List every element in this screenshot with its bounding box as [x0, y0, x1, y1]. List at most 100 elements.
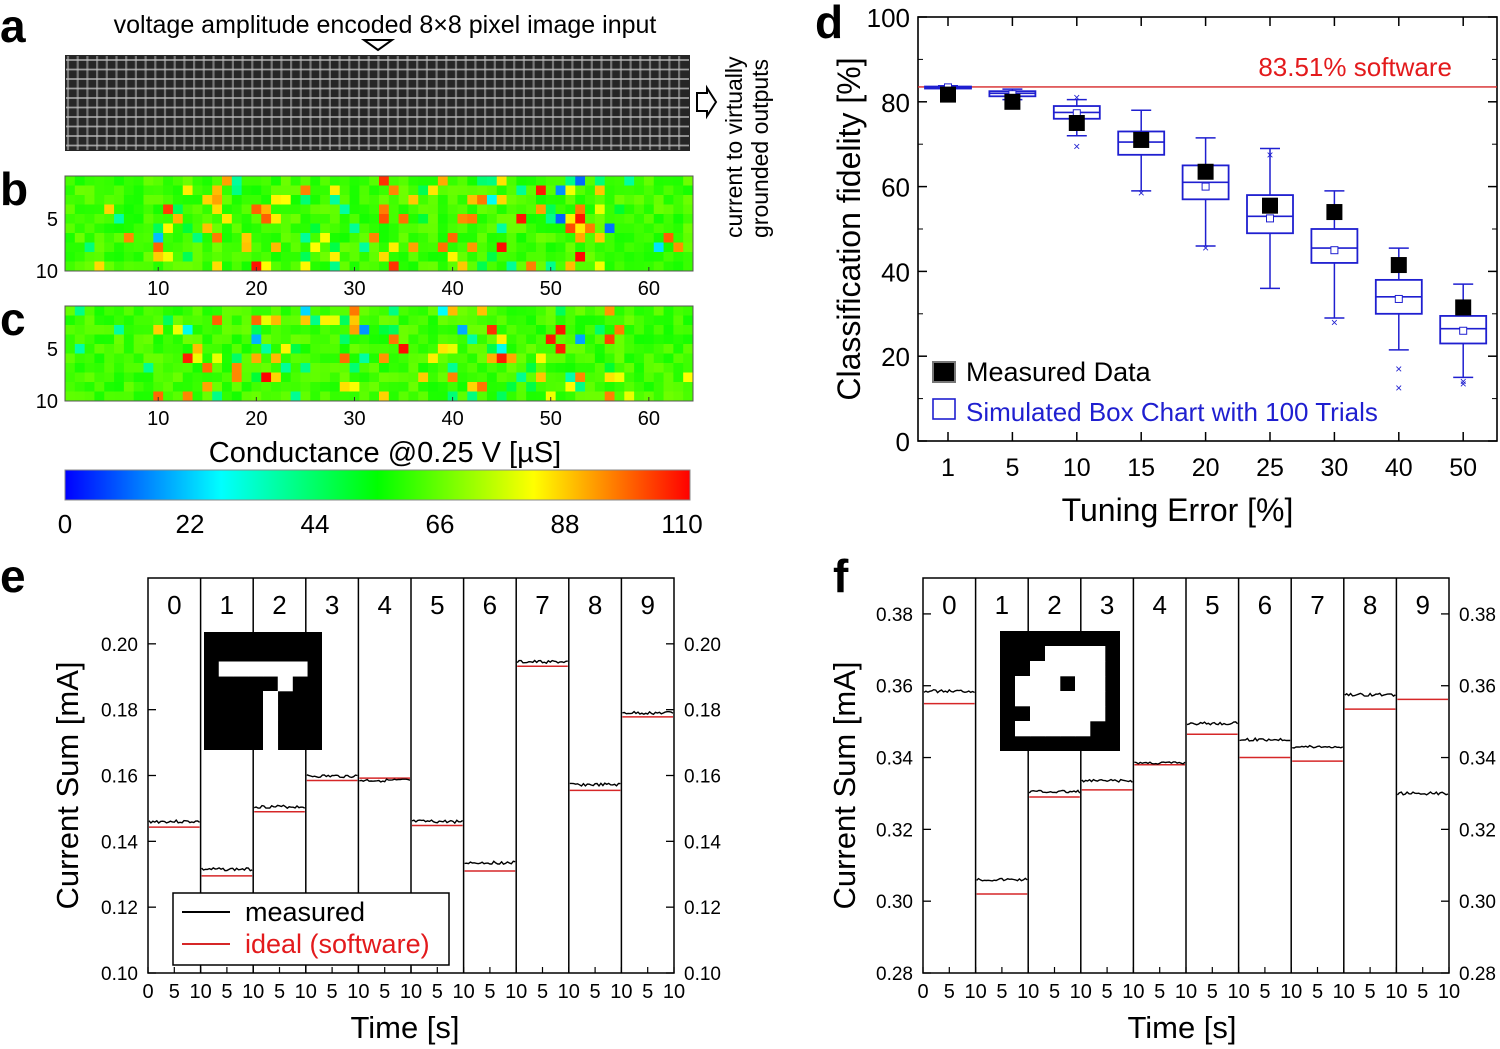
heatmap-cell [251, 185, 262, 196]
inset-pixel [1075, 646, 1091, 662]
heatmap-cell [320, 261, 331, 272]
heatmap-cell [153, 372, 164, 383]
heatmap-cell [565, 353, 576, 364]
heatmap-cell [575, 372, 586, 383]
heatmap-cell [437, 252, 449, 262]
heatmap-cell [74, 214, 86, 224]
x-tick-label: 10 [1280, 981, 1302, 1003]
heatmap-cell [536, 306, 547, 316]
heatmap-cell [153, 204, 164, 215]
heatmap-cell [192, 372, 203, 383]
heatmap-cell [104, 382, 115, 392]
heatmap-cell [643, 315, 655, 326]
heatmap-cell [280, 306, 292, 316]
heatmap-cell [673, 242, 684, 253]
heatmap-cell [634, 353, 645, 364]
heatmap-cell [555, 261, 566, 272]
heatmap-cell [310, 242, 321, 253]
heatmap-cell [457, 315, 468, 326]
heatmap-cell [398, 233, 409, 243]
heatmap-cell [349, 344, 360, 354]
heatmap-cell [663, 214, 674, 224]
heatmap-cell [398, 315, 409, 326]
heatmap-cell [192, 252, 203, 262]
heatmap-cell [212, 372, 223, 383]
heatmap-cell [447, 306, 458, 316]
heatmap-cell [163, 223, 174, 234]
heatmap-cell [320, 334, 331, 345]
heatmap-frame [64, 175, 694, 272]
heatmap-cell [143, 391, 154, 402]
heatmap-cell [231, 306, 243, 316]
heatmap-cell [133, 261, 144, 272]
chart-f: 0 1 2 3 4 5 6 7 8 90.28 0.280.30 0.300.32 0.320.34 0.… [827, 577, 1496, 1045]
heatmap-cell [300, 204, 311, 215]
heatmap-cell [398, 204, 409, 215]
heatmap-cell [614, 233, 625, 243]
heatmap-cell [84, 252, 95, 262]
heatmap-cell [241, 242, 252, 253]
heatmap-cell [594, 353, 606, 364]
heatmap-cell [575, 306, 586, 316]
heatmap-cell [418, 223, 429, 234]
heatmap-cell [74, 223, 86, 234]
heatmap-cell [192, 204, 203, 215]
heatmap-cell [408, 223, 419, 234]
heatmap-cell [379, 176, 390, 186]
panel-letter-e: e [0, 550, 26, 602]
measured-trace [1344, 692, 1396, 697]
heatmap-cell [418, 391, 429, 402]
heatmap-cell [604, 214, 615, 224]
heatmap-cell [398, 185, 409, 196]
heatmap-cell [447, 382, 458, 392]
measured-trace [464, 860, 516, 866]
heatmap-cell [114, 223, 125, 234]
heatmap-cell [447, 223, 458, 234]
heatmap-cell [271, 252, 282, 262]
heatmap-cell [575, 344, 586, 354]
heatmap-cell [65, 344, 76, 354]
heatmap-x-tick: 10 [147, 278, 169, 300]
heatmap-cell [526, 382, 537, 392]
x-tick-label: 10 [1122, 981, 1144, 1003]
segment-label: 1 [220, 590, 234, 620]
heatmap-cell [604, 252, 615, 262]
x-tick-label: 5 [1365, 981, 1376, 1003]
inset-pixel [263, 735, 279, 751]
heatmap-cell [202, 344, 213, 354]
panel-a: voltage amplitude encoded 8×8 pixel imag… [65, 11, 773, 238]
heatmap-cell [624, 261, 635, 272]
heatmap-cell [143, 306, 154, 316]
heatmap-cell [418, 353, 429, 364]
heatmap-cell [555, 242, 566, 253]
heatmap-cell [379, 261, 390, 272]
inset-pixel [218, 661, 234, 677]
heatmap-cell [388, 223, 400, 234]
heatmap-cell [545, 334, 557, 345]
heatmap-cell [153, 391, 164, 402]
heatmap-cell [369, 185, 380, 196]
heatmap-cell [359, 306, 370, 316]
heatmap-cell [634, 242, 645, 253]
heatmap-cell [663, 176, 674, 186]
heatmap-cell [280, 372, 292, 383]
heatmap-cell [634, 372, 645, 383]
heatmap-y-tick: 5 [47, 209, 58, 231]
heatmap-cell [673, 261, 684, 272]
heatmap-cell [320, 372, 331, 383]
colorbar-tick: 0 [58, 509, 72, 539]
heatmap-cell [349, 334, 360, 345]
heatmap-cell [280, 325, 292, 335]
heatmap-cell [526, 214, 537, 224]
heatmap-cell [477, 391, 488, 402]
heatmap-cell [486, 252, 498, 262]
heatmap-cell [231, 261, 243, 272]
heatmap-cell [663, 242, 674, 253]
heatmap-cell [673, 214, 684, 224]
heatmap-cell [222, 214, 233, 224]
heatmap-cell [123, 391, 135, 402]
inset-pixel [277, 661, 293, 677]
heatmap-cell [477, 325, 488, 335]
heatmap-cell [320, 176, 331, 186]
